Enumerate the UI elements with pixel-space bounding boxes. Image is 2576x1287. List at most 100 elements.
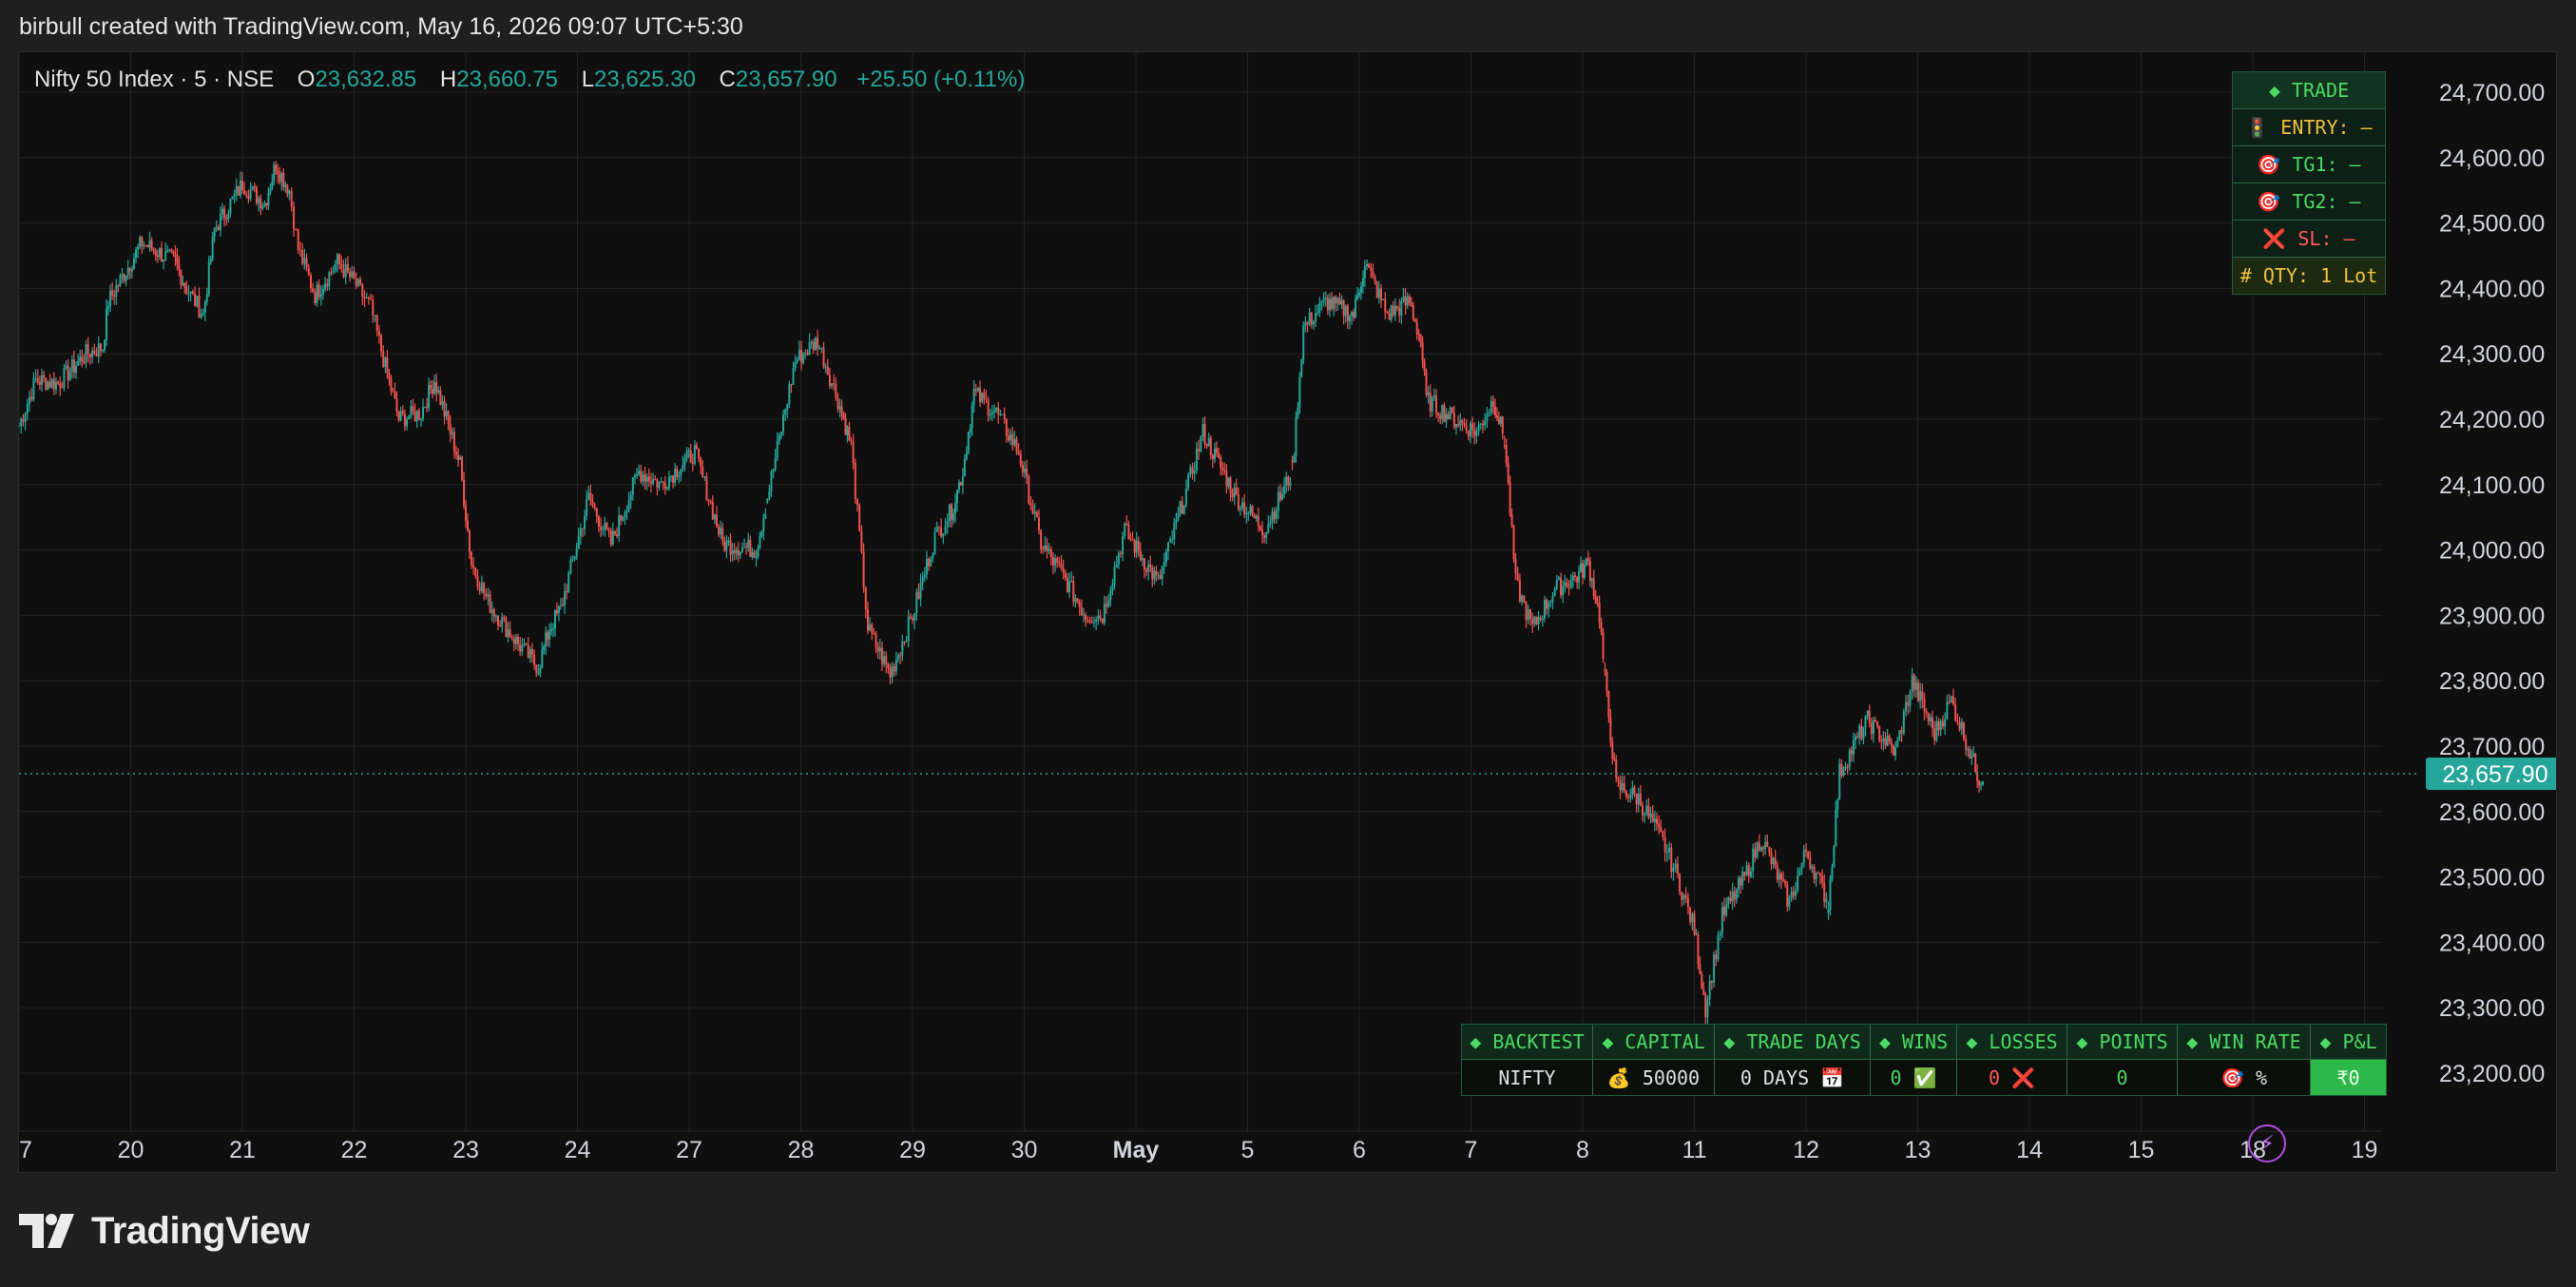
candle-body	[727, 540, 730, 542]
candle-body	[338, 254, 341, 264]
candle-body	[1604, 668, 1606, 672]
candle-body	[1392, 305, 1394, 316]
candle-body	[176, 257, 179, 264]
candle-body	[32, 377, 35, 400]
candlestick-chart[interactable]: 24,700.00 24,600.00 24,500.00 24,400.00 24,3…	[19, 52, 2557, 1173]
candle-body	[885, 656, 888, 665]
candle-body	[1896, 740, 1899, 748]
candle-body	[1605, 671, 1608, 691]
tradingview-logo[interactable]: TradingView	[19, 1207, 310, 1255]
candle-body	[243, 190, 246, 195]
candle-body	[295, 229, 298, 231]
candle-body	[494, 615, 497, 617]
candle-body	[735, 549, 738, 553]
symbol-label[interactable]: Nifty 50 Index · 5 · NSE	[34, 67, 275, 92]
candle-body	[824, 366, 827, 368]
candle-body	[1390, 305, 1393, 320]
candle-body	[1368, 263, 1371, 268]
candle-body	[627, 500, 630, 511]
candle-body	[1655, 818, 1658, 824]
candle-body	[1842, 768, 1845, 776]
candle-body	[1353, 312, 1355, 318]
candle-body	[284, 184, 287, 187]
candle-body	[1015, 438, 1018, 451]
candle-body	[974, 389, 977, 392]
candle-body	[893, 665, 895, 672]
candle-body	[1233, 487, 1236, 498]
candle-body	[1189, 467, 1192, 475]
candle-body	[1220, 456, 1222, 468]
candle-body	[382, 351, 385, 367]
chart-area[interactable]: 24,700.00 24,600.00 24,500.00 24,400.00 24,3…	[18, 51, 2557, 1173]
candle-body	[665, 489, 668, 490]
candle-body	[1564, 582, 1567, 586]
candle-body	[1969, 749, 1971, 759]
candle-body	[1201, 424, 1204, 437]
candle-body	[1972, 753, 1975, 757]
candle-body	[990, 412, 993, 415]
candle-body	[514, 637, 517, 644]
candle-body	[937, 526, 940, 528]
candle-body	[548, 631, 551, 640]
candle-body	[75, 365, 78, 373]
low-value: 23,625.30	[594, 67, 696, 92]
candle-body	[739, 551, 741, 556]
candle-body	[1852, 740, 1855, 755]
candle-body	[1501, 416, 1504, 433]
trade-entry: 🚦 ENTRY: —	[2233, 108, 2385, 145]
candle-body	[981, 393, 984, 403]
candle-body	[1831, 867, 1834, 880]
candle-body	[1585, 558, 1587, 566]
candle-body	[1425, 371, 1428, 395]
candle-body	[569, 560, 572, 573]
candle-body	[1247, 512, 1250, 514]
candle-body	[1117, 553, 1120, 566]
candle-body	[591, 501, 594, 506]
candle-body	[1756, 842, 1759, 858]
candle-body	[1129, 538, 1132, 540]
x-tick-label: 27	[676, 1137, 702, 1163]
candle-body	[1629, 795, 1632, 798]
candle-body	[340, 263, 343, 269]
candle-body	[342, 268, 345, 278]
candle-body	[1760, 847, 1762, 851]
candle-body	[1159, 575, 1162, 580]
candle-body	[314, 292, 317, 304]
candle-body	[85, 344, 87, 363]
candle-body	[1151, 567, 1154, 580]
candle-body	[1642, 804, 1644, 816]
backtest-header-cell: ◆ BACKTEST	[1462, 1025, 1592, 1059]
candle-body	[492, 609, 495, 617]
candle-body	[1097, 615, 1100, 621]
candle-body	[410, 406, 413, 417]
candle-body	[1782, 879, 1785, 881]
candle-body	[1335, 297, 1337, 304]
y-tick-label: 24,000.00	[2439, 538, 2545, 565]
candle-body	[554, 610, 556, 629]
candle-body	[309, 275, 312, 289]
candle-body	[312, 288, 315, 293]
candle-body	[1302, 326, 1305, 359]
lightning-bolt-icon[interactable]: ⚡	[2248, 1124, 2286, 1162]
candle-body	[1211, 454, 1214, 459]
candle-body	[255, 187, 258, 203]
candle-body	[1619, 779, 1622, 791]
candle-body	[319, 294, 322, 298]
candle-body	[507, 629, 509, 637]
candle-body	[1261, 529, 1264, 536]
candle-body	[669, 475, 672, 477]
candle-body	[1735, 889, 1738, 900]
candle-body	[130, 268, 133, 272]
candle-body	[878, 647, 881, 652]
candle-body	[985, 398, 988, 400]
candle-body	[1888, 736, 1891, 742]
candle-body	[61, 387, 64, 389]
candle-body	[115, 285, 118, 297]
candle-body	[1363, 266, 1366, 279]
candle-body	[584, 515, 586, 529]
candle-body	[1521, 595, 1524, 602]
candle-body	[1031, 505, 1034, 514]
candle-body	[1836, 798, 1839, 810]
candle-body	[1958, 721, 1961, 730]
candle-body	[808, 342, 811, 355]
